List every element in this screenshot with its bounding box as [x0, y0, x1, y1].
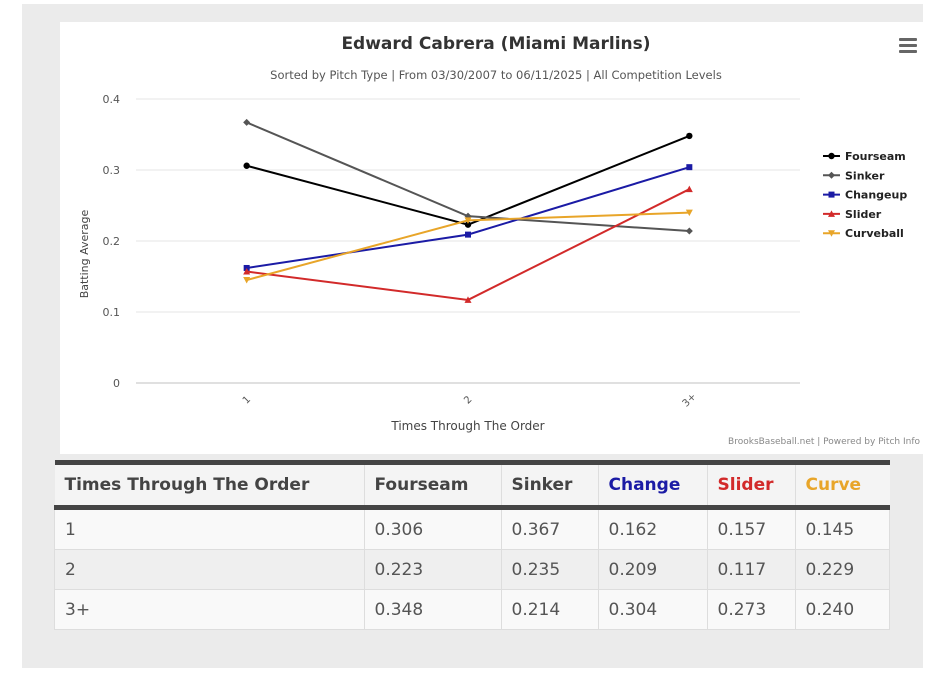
table-cell: 2 — [54, 549, 365, 590]
fourseam-point[interactable] — [243, 162, 250, 169]
curveball-point[interactable] — [685, 209, 693, 217]
header-curve: Curve — [794, 462, 890, 508]
table-cell: 0.235 — [500, 549, 599, 590]
fourseam-point[interactable] — [464, 221, 472, 228]
slider-point[interactable] — [685, 185, 693, 193]
chart-subtitle: Sorted by Pitch Type | From 03/30/2007 t… — [270, 68, 722, 82]
table-row: 1 0.306 0.367 0.162 0.157 0.145 — [54, 507, 890, 550]
curveball-point[interactable] — [464, 217, 472, 224]
series-fourseam[interactable] — [243, 132, 693, 228]
legend-label: Curveball — [845, 227, 904, 240]
table-cell: 0.145 — [794, 507, 890, 550]
table-cell: 0.117 — [706, 549, 796, 590]
table-cell: 0.162 — [597, 507, 708, 550]
x-tick-label: 3+ — [681, 391, 699, 409]
y-axis-label: Batting Average — [78, 209, 91, 298]
table-cell: 3+ — [54, 589, 365, 630]
table-cell: 0.157 — [706, 507, 796, 550]
table-cell: 1 — [54, 507, 365, 550]
y-tick-label: 0 — [113, 377, 120, 390]
legend-item-sinker[interactable]: Sinker — [823, 169, 885, 182]
table-row: 2 0.223 0.235 0.209 0.117 0.229 — [54, 549, 890, 590]
legend-marker[interactable] — [828, 210, 835, 217]
stats-table-wrapper: Times Through The Order Fourseam Sinker … — [54, 460, 890, 630]
slider-line[interactable] — [246, 188, 690, 301]
x-tick-label: 1 — [241, 394, 253, 406]
stats-table: Times Through The Order Fourseam Sinker … — [54, 460, 890, 630]
slider-point[interactable] — [464, 296, 472, 303]
x-tick-label: 2 — [462, 394, 474, 406]
sinker-point[interactable] — [685, 227, 693, 235]
y-tick-label: 0.4 — [103, 93, 121, 106]
table-cell: 0.367 — [500, 507, 599, 550]
legend-item-changeup[interactable]: Changeup — [823, 189, 907, 202]
legend-marker[interactable] — [828, 152, 835, 160]
header-slider: Slider — [706, 462, 795, 508]
legend-marker[interactable] — [828, 230, 835, 237]
table-cell: 0.223 — [363, 549, 502, 590]
legend-label: Changeup — [845, 189, 907, 202]
table-cell: 0.348 — [363, 589, 502, 630]
chart-title: Edward Cabrera (Miami Marlins) — [341, 34, 650, 54]
changeup-point[interactable] — [465, 231, 471, 238]
sinker-point[interactable] — [243, 118, 251, 126]
line-chart: Edward Cabrera (Miami Marlins) Sorted by… — [78, 34, 907, 433]
chart-credits[interactable]: BrooksBaseball.net | Powered by Pitch In… — [728, 437, 920, 447]
hamburger-menu-icon[interactable] — [899, 38, 917, 54]
table-header-row: Times Through The Order Fourseam Sinker … — [54, 462, 890, 508]
table-cell: 0.306 — [363, 507, 502, 550]
series-curveball[interactable] — [243, 209, 693, 284]
table-row: 3+ 0.348 0.214 0.304 0.273 0.240 — [54, 589, 890, 630]
y-tick-label: 0.3 — [103, 164, 121, 177]
table-cell: 0.214 — [500, 589, 599, 630]
series-slider[interactable] — [243, 185, 693, 303]
table-cell: 0.229 — [794, 549, 890, 590]
legend-item-curveball[interactable]: Curveball — [823, 227, 904, 240]
legend-label: Slider — [845, 208, 882, 221]
slider-point[interactable] — [243, 268, 251, 275]
x-axis-label: Times Through The Order — [390, 419, 544, 433]
series-changeup[interactable] — [243, 164, 693, 271]
legend-item-fourseam[interactable]: Fourseam — [823, 150, 906, 163]
legend-label: Sinker — [845, 169, 885, 182]
legend-label: Fourseam — [845, 150, 906, 163]
legend-marker[interactable] — [828, 191, 835, 198]
page-background: Edward Cabrera (Miami Marlins) Sorted by… — [22, 4, 930, 668]
curveball-point[interactable] — [243, 277, 251, 284]
chart-container: Edward Cabrera (Miami Marlins) Sorted by… — [60, 22, 930, 454]
header-times-through-order: Times Through The Order — [54, 462, 364, 508]
changeup-point[interactable] — [686, 164, 693, 171]
series-sinker[interactable] — [243, 118, 693, 235]
legend-item-slider[interactable]: Slider — [823, 208, 882, 221]
table-cell: 0.304 — [597, 589, 708, 630]
header-sinker: Sinker — [500, 462, 598, 508]
legend-marker[interactable] — [828, 171, 835, 179]
y-tick-label: 0.1 — [103, 306, 121, 319]
table-cell: 0.209 — [597, 549, 708, 590]
fourseam-point[interactable] — [686, 132, 693, 140]
y-tick-label: 0.2 — [103, 235, 121, 248]
header-fourseam: Fourseam — [363, 462, 501, 508]
table-cell: 0.240 — [794, 589, 890, 630]
fourseam-line[interactable] — [246, 134, 690, 226]
table-cell: 0.273 — [706, 589, 796, 630]
changeup-point[interactable] — [243, 264, 250, 271]
header-change: Change — [597, 462, 707, 508]
